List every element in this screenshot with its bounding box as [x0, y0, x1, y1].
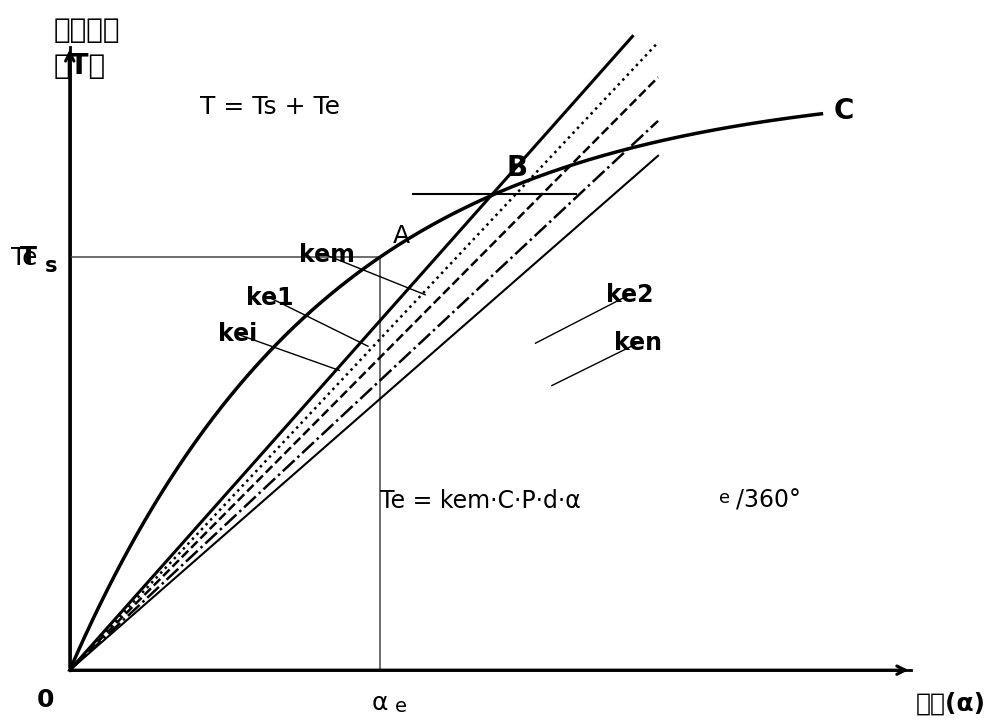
Text: T: T — [20, 245, 37, 269]
Text: ke1: ke1 — [246, 286, 294, 310]
Text: Te: Te — [11, 246, 37, 271]
Text: Te = kem·C·P·d·α: Te = kem·C·P·d·α — [380, 489, 581, 513]
Text: e: e — [719, 489, 730, 507]
Text: ken: ken — [614, 331, 662, 355]
Text: A: A — [392, 224, 410, 248]
Text: α: α — [372, 691, 388, 715]
Text: kem: kem — [299, 243, 355, 267]
Text: （T）: （T） — [53, 52, 106, 80]
Text: 动态扭矩: 动态扭矩 — [53, 15, 120, 43]
Text: B: B — [507, 154, 528, 182]
Text: T = Ts + Te: T = Ts + Te — [200, 95, 340, 119]
Text: 0: 0 — [36, 689, 54, 712]
Text: C: C — [834, 97, 854, 125]
Text: /360°: /360° — [736, 489, 801, 513]
Text: kei: kei — [218, 322, 257, 346]
Text: ke2: ke2 — [606, 283, 653, 307]
Text: e: e — [395, 697, 407, 716]
Text: s: s — [45, 256, 58, 276]
Text: 转角(α): 转角(α) — [915, 691, 985, 715]
